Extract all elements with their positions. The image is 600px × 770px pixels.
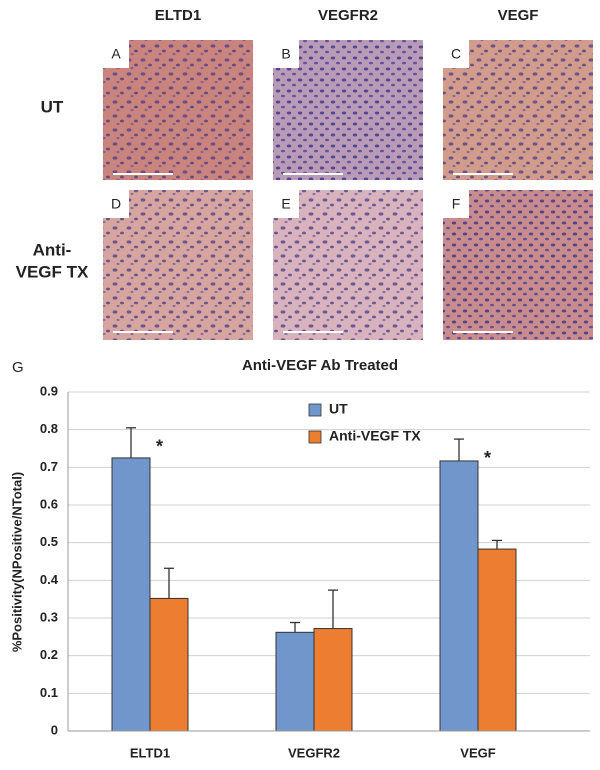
legend-label: Anti-VEGF TX [329,428,421,444]
image-panels [103,40,593,340]
y-tick-label: 0.7 [40,459,58,474]
x-tick-label: VEGF [460,745,495,760]
panel-letter: G [12,359,24,376]
letter-box [443,190,469,218]
panel-letter: A [111,46,121,62]
bar [477,548,517,732]
legend-swatch [308,430,322,444]
error-bar [290,621,300,633]
bar [149,597,189,732]
error-bar [492,539,502,550]
error-bar [454,438,464,461]
letter-box [273,40,299,68]
bar [439,460,479,732]
y-tick-label: 0.8 [40,421,58,436]
error-bar [328,589,338,629]
legend-label: UT [329,401,348,417]
histology-image [443,190,593,340]
y-tick-label: 0.1 [40,685,58,700]
y-tick-label: 0.3 [40,609,58,624]
bar [275,631,315,732]
x-tick-label: ELTD1 [130,745,170,760]
x-tick-label: VEGFR2 [288,745,340,760]
letter-box [443,40,469,68]
y-axis-label: %Positivity(NPositive/NTotal) [9,472,24,652]
y-tick-label: 0.4 [40,572,59,587]
letter-box [103,190,129,218]
significance-marker: * [484,448,491,468]
histology-image [273,190,423,340]
error-bar [164,567,174,599]
bar [313,628,353,732]
error-bar [126,427,136,458]
y-tick-label: 0.9 [40,383,58,398]
column-header: ELTD1 [155,7,201,24]
legend-swatch [308,403,322,417]
y-tick-label: 0.5 [40,534,58,549]
histology-image [443,40,593,180]
row-label: VEGF TX [16,262,89,281]
column-header: VEGFR2 [318,7,378,24]
y-tick-label: 0.2 [40,647,58,662]
row-label: Anti- [33,240,72,259]
panel-letter: E [281,196,290,212]
y-tick-label: 0 [51,722,58,737]
letter-box [103,40,129,68]
panel-letter: D [111,196,121,212]
y-tick-label: 0.6 [40,496,58,511]
chart-title: Anti-VEGF Ab Treated [242,357,398,374]
significance-marker: * [156,437,163,457]
panel-letter: C [451,46,461,62]
panel-letter: B [281,46,290,62]
row-label: UT [41,97,64,116]
panel-letter: F [452,196,461,212]
bar [111,457,151,732]
column-header: VEGF [498,7,539,24]
letter-box [273,190,299,218]
